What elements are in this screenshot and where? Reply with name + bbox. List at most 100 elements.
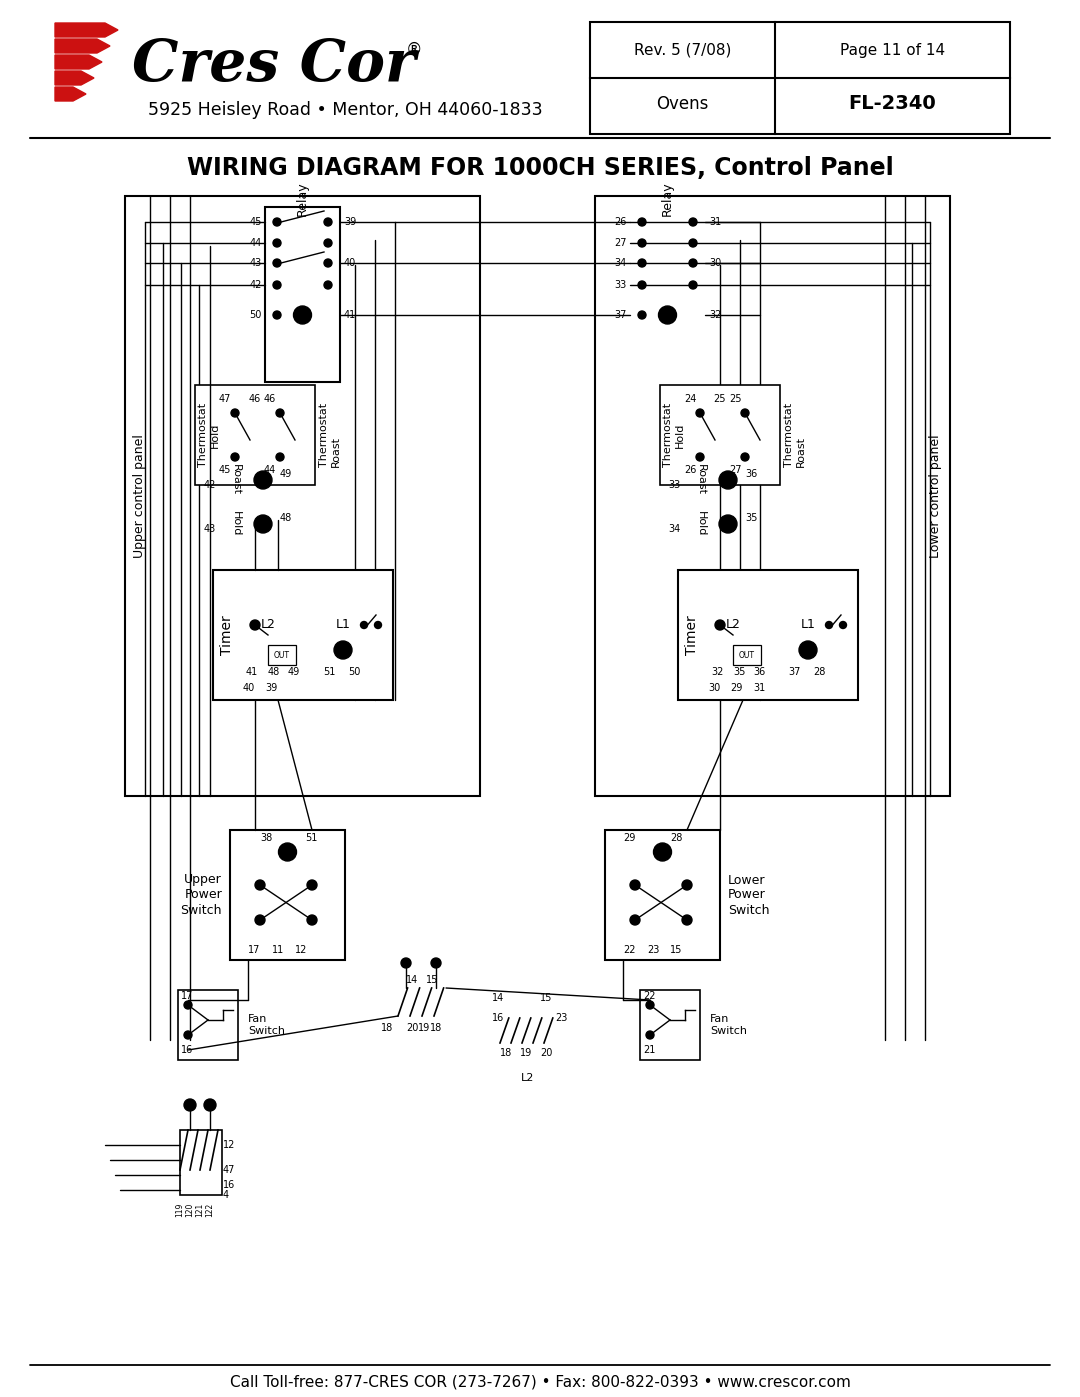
Circle shape xyxy=(361,622,367,629)
Text: ®: ® xyxy=(406,41,422,59)
Circle shape xyxy=(255,915,265,925)
Circle shape xyxy=(204,1099,216,1111)
Text: Page 11 of 14: Page 11 of 14 xyxy=(840,42,945,57)
Circle shape xyxy=(184,1002,192,1009)
Text: L1: L1 xyxy=(336,619,350,631)
Text: 45: 45 xyxy=(249,217,262,226)
Text: 19: 19 xyxy=(519,1048,532,1058)
Circle shape xyxy=(273,239,281,247)
Circle shape xyxy=(184,1099,195,1111)
Text: 38: 38 xyxy=(260,833,272,842)
Text: L2: L2 xyxy=(260,619,275,631)
Text: 33: 33 xyxy=(615,279,627,291)
Text: 27: 27 xyxy=(729,465,741,475)
Text: 42: 42 xyxy=(249,279,262,291)
Text: 41: 41 xyxy=(246,666,258,678)
Text: L2: L2 xyxy=(522,1073,535,1083)
Text: Cres Cor: Cres Cor xyxy=(132,36,416,94)
Bar xyxy=(630,207,705,381)
Circle shape xyxy=(638,218,646,226)
Text: A: A xyxy=(340,645,346,655)
Text: 31: 31 xyxy=(708,217,721,226)
Text: 47: 47 xyxy=(222,1165,235,1175)
Circle shape xyxy=(839,622,847,629)
Text: 15: 15 xyxy=(540,993,552,1003)
Circle shape xyxy=(294,306,311,324)
Text: 12: 12 xyxy=(222,1140,235,1150)
Text: 35: 35 xyxy=(745,513,757,522)
Text: 23: 23 xyxy=(555,1013,567,1023)
Circle shape xyxy=(681,915,692,925)
Text: 29: 29 xyxy=(730,683,742,693)
Circle shape xyxy=(273,312,281,319)
Text: 120: 120 xyxy=(186,1203,194,1217)
Circle shape xyxy=(231,453,239,461)
Text: 15: 15 xyxy=(426,975,438,985)
Text: 16: 16 xyxy=(492,1013,504,1023)
Circle shape xyxy=(324,258,332,267)
Circle shape xyxy=(646,1002,654,1009)
Text: 30: 30 xyxy=(708,683,720,693)
Bar xyxy=(230,830,345,960)
Text: 4: 4 xyxy=(222,1190,229,1200)
Circle shape xyxy=(799,641,816,659)
Text: 36: 36 xyxy=(753,666,766,678)
Polygon shape xyxy=(55,22,118,36)
Text: Timer: Timer xyxy=(220,615,234,655)
Text: Ovens: Ovens xyxy=(657,95,708,113)
Bar xyxy=(268,645,296,665)
Circle shape xyxy=(324,281,332,289)
Text: 5925 Heisley Road • Mentor, OH 44060-1833: 5925 Heisley Road • Mentor, OH 44060-183… xyxy=(148,101,542,119)
Text: Upper
Power
Switch: Upper Power Switch xyxy=(180,873,222,916)
Text: A: A xyxy=(805,645,811,655)
Text: 23: 23 xyxy=(647,944,660,956)
Bar xyxy=(213,570,393,700)
Text: 39: 39 xyxy=(265,683,278,693)
Text: 26: 26 xyxy=(615,217,627,226)
Circle shape xyxy=(273,218,281,226)
Circle shape xyxy=(276,453,284,461)
Circle shape xyxy=(719,515,737,534)
Circle shape xyxy=(825,622,833,629)
Text: 43: 43 xyxy=(249,258,262,268)
Circle shape xyxy=(681,880,692,890)
Bar xyxy=(640,990,700,1060)
Circle shape xyxy=(184,1031,192,1039)
Text: L2: L2 xyxy=(726,619,741,631)
Circle shape xyxy=(689,258,697,267)
Circle shape xyxy=(646,1031,654,1039)
Text: 46: 46 xyxy=(264,394,276,404)
Text: 17: 17 xyxy=(248,944,260,956)
Circle shape xyxy=(307,915,318,925)
Circle shape xyxy=(638,312,646,319)
Text: 27: 27 xyxy=(615,237,627,249)
Text: 16: 16 xyxy=(222,1180,235,1190)
Text: 28: 28 xyxy=(670,833,683,842)
Circle shape xyxy=(719,471,737,489)
Text: 45: 45 xyxy=(219,465,231,475)
Text: 37: 37 xyxy=(615,310,627,320)
Text: 25: 25 xyxy=(729,394,741,404)
Bar xyxy=(733,645,761,665)
Circle shape xyxy=(696,453,704,461)
Text: 15: 15 xyxy=(670,944,683,956)
Text: 28: 28 xyxy=(813,666,825,678)
Text: OUT: OUT xyxy=(274,651,291,659)
Circle shape xyxy=(276,409,284,416)
Text: 47: 47 xyxy=(219,394,231,404)
Text: 17: 17 xyxy=(181,990,193,1002)
Circle shape xyxy=(630,915,640,925)
Text: 29: 29 xyxy=(623,833,635,842)
Text: Hold: Hold xyxy=(696,511,706,536)
Text: 31: 31 xyxy=(753,683,766,693)
Text: 32: 32 xyxy=(711,666,724,678)
Text: 12: 12 xyxy=(295,944,308,956)
Circle shape xyxy=(273,281,281,289)
Circle shape xyxy=(638,258,646,267)
Bar xyxy=(678,570,858,700)
Text: 18: 18 xyxy=(381,1023,393,1032)
Circle shape xyxy=(638,281,646,289)
Text: Thermostat
Roast: Thermostat Roast xyxy=(784,402,806,467)
Text: 20: 20 xyxy=(540,1048,552,1058)
Circle shape xyxy=(375,622,381,629)
